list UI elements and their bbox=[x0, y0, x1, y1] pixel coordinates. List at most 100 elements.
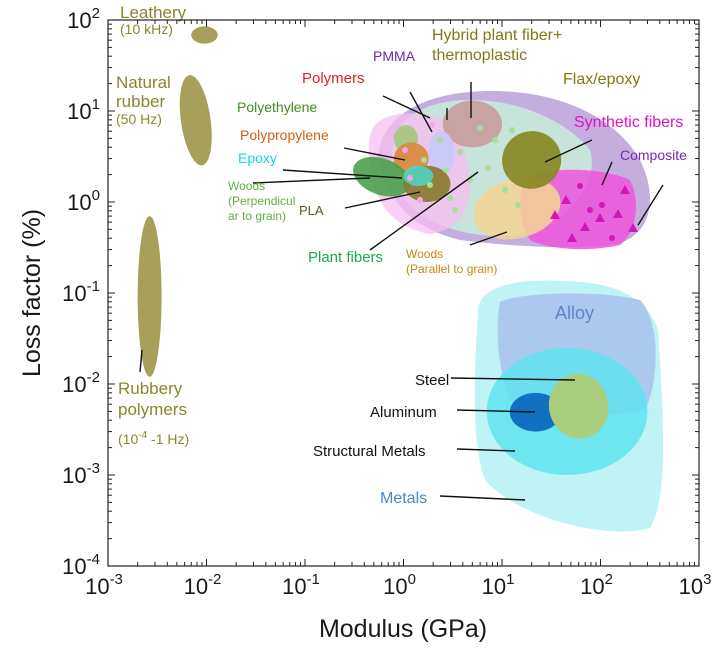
scatter-marker bbox=[561, 195, 571, 204]
tick-base: 10 bbox=[67, 190, 91, 215]
tick-exp: -1 bbox=[307, 571, 320, 588]
label-polypropylene: Polypropylene bbox=[240, 127, 329, 143]
scatter-marker bbox=[567, 233, 577, 242]
label-line: Polyethylene bbox=[237, 99, 317, 115]
label-line: Woods bbox=[228, 179, 265, 193]
x-axis-label: Modulus (GPa) bbox=[319, 615, 487, 643]
tick-base: 10 bbox=[580, 574, 604, 599]
label-leathery: Leathery (10 kHz) bbox=[120, 3, 187, 37]
label-line: PMMA bbox=[373, 48, 416, 64]
region-natural-rubber bbox=[179, 75, 212, 166]
label-pmma: PMMA bbox=[373, 48, 416, 64]
label-line: Metals bbox=[380, 490, 427, 507]
leader-line bbox=[544, 139, 593, 163]
label-sup: -4 bbox=[138, 430, 147, 441]
leader-line bbox=[343, 147, 406, 161]
tick-base: 10 bbox=[282, 574, 306, 599]
label-line: Alloy bbox=[555, 303, 594, 323]
label-rubbery-polymers-freq: (10-4 -1 Hz) bbox=[118, 430, 189, 447]
scatter-marker bbox=[417, 197, 423, 203]
tick-base: 10 bbox=[67, 8, 91, 33]
scatter-marker bbox=[477, 125, 483, 131]
region-labels: Leathery (10 kHz) Natural rubber (50 Hz) Rubb… bbox=[116, 3, 687, 507]
scatter-marker bbox=[437, 137, 443, 143]
label-rubbery-polymers: Rubbery polymers bbox=[118, 379, 187, 419]
x-tick-label: 101 bbox=[482, 571, 515, 599]
label-structural-metals: Structural Metals bbox=[313, 443, 426, 460]
label-line: Steel bbox=[415, 372, 449, 389]
label-line: (Perpendicul bbox=[228, 194, 295, 208]
region-hybrid-plant-fiber-thermoplastic bbox=[442, 100, 502, 148]
x-tick-label: 10-3 bbox=[85, 571, 123, 599]
tick-exp: -1 bbox=[87, 278, 100, 295]
material-regions bbox=[137, 26, 664, 532]
label-polymers: Polymers bbox=[302, 70, 365, 87]
scatter-marker bbox=[485, 165, 491, 171]
leader-line bbox=[456, 409, 536, 413]
x-tick-label: 10-1 bbox=[282, 571, 320, 599]
tick-exp: 2 bbox=[92, 5, 100, 22]
scatter-marker bbox=[427, 182, 433, 188]
tick-exp: 3 bbox=[703, 571, 711, 588]
y-tick-label: 10-3 bbox=[62, 460, 100, 488]
region-rubbery-polymers bbox=[137, 216, 162, 377]
label-line: Synthetic fibers bbox=[574, 114, 683, 131]
scatter-marker bbox=[502, 187, 508, 193]
leader-line bbox=[450, 377, 576, 381]
scatter-marker bbox=[515, 202, 521, 208]
x-tick-labels: 10-3 10-2 10-1 100 101 102 103 bbox=[85, 571, 711, 599]
scatter-marker bbox=[407, 175, 413, 181]
tick-exp: 0 bbox=[92, 187, 100, 204]
leader-line bbox=[369, 171, 479, 251]
label-line: polymers bbox=[118, 400, 187, 419]
label-line: (Parallel to grain) bbox=[406, 262, 497, 276]
tick-base: 10 bbox=[62, 372, 86, 397]
label-plant-fibers: Plant fibers bbox=[308, 249, 383, 266]
scatter-marker bbox=[577, 183, 583, 189]
y-tick-label: 101 bbox=[67, 96, 100, 124]
scatter-markers bbox=[402, 122, 638, 242]
label-line: Woods bbox=[406, 247, 443, 261]
label-line: Rubbery bbox=[118, 379, 183, 398]
scatter-marker bbox=[421, 157, 427, 163]
label-line: Natural bbox=[116, 73, 171, 92]
scatter-marker bbox=[609, 235, 615, 241]
label-aluminum: Aluminum bbox=[370, 404, 437, 421]
label-line: thermoplastic bbox=[432, 47, 527, 64]
label-line: Epoxy bbox=[238, 150, 277, 166]
region-leathery bbox=[191, 26, 218, 44]
region-epoxy bbox=[403, 165, 434, 186]
scatter-marker bbox=[587, 207, 593, 213]
tick-exp: -2 bbox=[208, 571, 221, 588]
label-line: Polymers bbox=[302, 70, 365, 87]
scatter-marker bbox=[613, 209, 623, 218]
leader-line bbox=[139, 349, 143, 373]
label-polyethylene: Polyethylene bbox=[237, 99, 317, 115]
scatter-marker bbox=[550, 210, 560, 219]
region-pmma bbox=[428, 131, 455, 175]
scatter-marker bbox=[509, 127, 515, 133]
label-line: Composite bbox=[620, 147, 687, 163]
scatter-marker bbox=[492, 137, 498, 143]
region-flax-epoxy bbox=[502, 131, 562, 189]
tick-base: 10 bbox=[383, 574, 407, 599]
label-line: Aluminum bbox=[370, 404, 437, 421]
label-line: Polypropylene bbox=[240, 127, 329, 143]
tick-exp: 2 bbox=[605, 571, 613, 588]
label-epoxy: Epoxy bbox=[238, 150, 277, 166]
tick-base: 10 bbox=[482, 574, 506, 599]
label-line: ar to grain) bbox=[228, 209, 286, 223]
tick-exp: 0 bbox=[408, 571, 416, 588]
scatter-marker bbox=[595, 213, 605, 222]
tick-base: 10 bbox=[62, 281, 86, 306]
tick-exp: 1 bbox=[506, 571, 514, 588]
leader-line bbox=[344, 191, 421, 209]
tick-exp: 1 bbox=[92, 96, 100, 113]
tick-exp: -3 bbox=[110, 571, 123, 588]
label-line: Structural Metals bbox=[313, 443, 426, 460]
label-woods-parallel: Woods (Parallel to grain) bbox=[406, 247, 497, 276]
label-steel: Steel bbox=[415, 372, 449, 389]
tick-exp: -4 bbox=[87, 551, 100, 568]
